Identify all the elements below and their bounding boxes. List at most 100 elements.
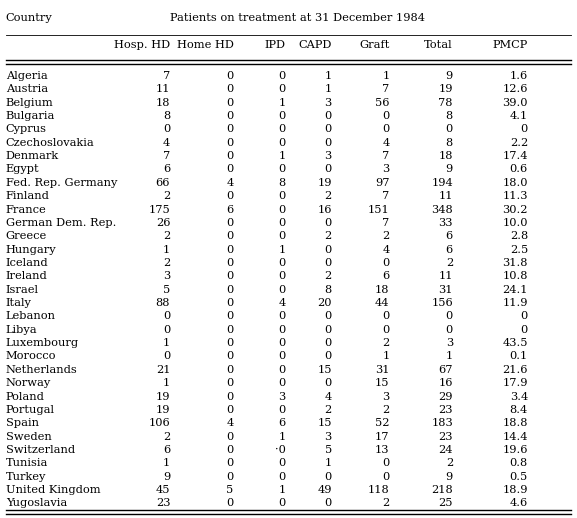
Text: 45: 45 <box>156 485 170 495</box>
Text: Total: Total <box>424 40 453 50</box>
Text: 31: 31 <box>375 365 389 375</box>
Text: 3: 3 <box>382 392 389 401</box>
Text: 11.3: 11.3 <box>503 191 528 201</box>
Text: 1: 1 <box>382 352 389 362</box>
Text: 0: 0 <box>324 111 332 121</box>
Text: 18.8: 18.8 <box>503 418 528 428</box>
Text: 4: 4 <box>163 138 170 148</box>
Text: 23: 23 <box>439 405 453 415</box>
Text: 4.6: 4.6 <box>509 498 528 509</box>
Text: Italy: Italy <box>6 298 32 308</box>
Text: 0: 0 <box>226 124 234 134</box>
Text: 6: 6 <box>163 445 170 455</box>
Text: Hungary: Hungary <box>6 244 57 255</box>
Text: 0: 0 <box>226 431 234 442</box>
Text: 0: 0 <box>278 365 286 375</box>
Text: 24.1: 24.1 <box>503 285 528 295</box>
Text: 106: 106 <box>148 418 170 428</box>
Text: 218: 218 <box>431 485 453 495</box>
Text: 0: 0 <box>278 378 286 388</box>
Text: 0: 0 <box>226 445 234 455</box>
Text: 3: 3 <box>445 338 453 348</box>
Text: 6: 6 <box>445 231 453 241</box>
Text: 0: 0 <box>278 498 286 509</box>
Text: 19: 19 <box>156 392 170 401</box>
Text: 12.6: 12.6 <box>503 84 528 94</box>
Text: 151: 151 <box>368 205 389 214</box>
Text: 0: 0 <box>226 498 234 509</box>
Text: 0: 0 <box>226 138 234 148</box>
Text: 1: 1 <box>278 485 286 495</box>
Text: 1.6: 1.6 <box>509 71 528 81</box>
Text: 0: 0 <box>278 124 286 134</box>
Text: 11: 11 <box>439 271 453 281</box>
Text: 0: 0 <box>445 311 453 321</box>
Text: 0: 0 <box>278 311 286 321</box>
Text: 0: 0 <box>226 378 234 388</box>
Text: 1: 1 <box>278 151 286 161</box>
Text: 0: 0 <box>278 285 286 295</box>
Text: 0: 0 <box>226 338 234 348</box>
Text: Portugal: Portugal <box>6 405 55 415</box>
Text: 0: 0 <box>278 191 286 201</box>
Text: 1: 1 <box>163 338 170 348</box>
Text: 9: 9 <box>163 472 170 482</box>
Text: 6: 6 <box>445 244 453 255</box>
Text: 10.8: 10.8 <box>503 271 528 281</box>
Text: 10.0: 10.0 <box>503 218 528 228</box>
Text: 0: 0 <box>278 71 286 81</box>
Text: 44: 44 <box>375 298 389 308</box>
Text: 8.4: 8.4 <box>509 405 528 415</box>
Text: 7: 7 <box>382 218 389 228</box>
Text: 4: 4 <box>382 244 389 255</box>
Text: 8: 8 <box>324 285 332 295</box>
Text: Belgium: Belgium <box>6 98 54 108</box>
Text: Egypt: Egypt <box>6 165 39 175</box>
Text: 25: 25 <box>439 498 453 509</box>
Text: Morocco: Morocco <box>6 352 57 362</box>
Text: CAPD: CAPD <box>298 40 332 50</box>
Text: 18: 18 <box>156 98 170 108</box>
Text: 1: 1 <box>278 98 286 108</box>
Text: 6: 6 <box>226 205 234 214</box>
Text: Algeria: Algeria <box>6 71 47 81</box>
Text: PMCP: PMCP <box>493 40 528 50</box>
Text: 19: 19 <box>439 84 453 94</box>
Text: 0: 0 <box>520 325 528 335</box>
Text: 0.6: 0.6 <box>509 165 528 175</box>
Text: Norway: Norway <box>6 378 51 388</box>
Text: Switzerland: Switzerland <box>6 445 75 455</box>
Text: 1: 1 <box>163 378 170 388</box>
Text: 3: 3 <box>382 165 389 175</box>
Text: 0: 0 <box>226 472 234 482</box>
Text: 0: 0 <box>382 472 389 482</box>
Text: 15: 15 <box>317 418 332 428</box>
Text: 15: 15 <box>317 365 332 375</box>
Text: 2.8: 2.8 <box>509 231 528 241</box>
Text: 0: 0 <box>163 325 170 335</box>
Text: Greece: Greece <box>6 231 47 241</box>
Text: 1: 1 <box>324 71 332 81</box>
Text: 2.2: 2.2 <box>509 138 528 148</box>
Text: 0: 0 <box>226 218 234 228</box>
Text: 183: 183 <box>431 418 453 428</box>
Text: 1: 1 <box>382 71 389 81</box>
Text: 2: 2 <box>382 498 389 509</box>
Text: 2: 2 <box>324 191 332 201</box>
Text: 0: 0 <box>226 244 234 255</box>
Text: 3.4: 3.4 <box>509 392 528 401</box>
Text: 66: 66 <box>156 178 170 188</box>
Text: 7: 7 <box>382 84 389 94</box>
Text: 0: 0 <box>226 298 234 308</box>
Text: Hosp. HD: Hosp. HD <box>114 40 170 50</box>
Text: 3: 3 <box>324 98 332 108</box>
Text: 26: 26 <box>156 218 170 228</box>
Text: 156: 156 <box>431 298 453 308</box>
Text: 88: 88 <box>156 298 170 308</box>
Text: 4: 4 <box>278 298 286 308</box>
Text: 21: 21 <box>156 365 170 375</box>
Text: Libya: Libya <box>6 325 38 335</box>
Text: 6: 6 <box>163 165 170 175</box>
Text: 0: 0 <box>278 338 286 348</box>
Text: France: France <box>6 205 47 214</box>
